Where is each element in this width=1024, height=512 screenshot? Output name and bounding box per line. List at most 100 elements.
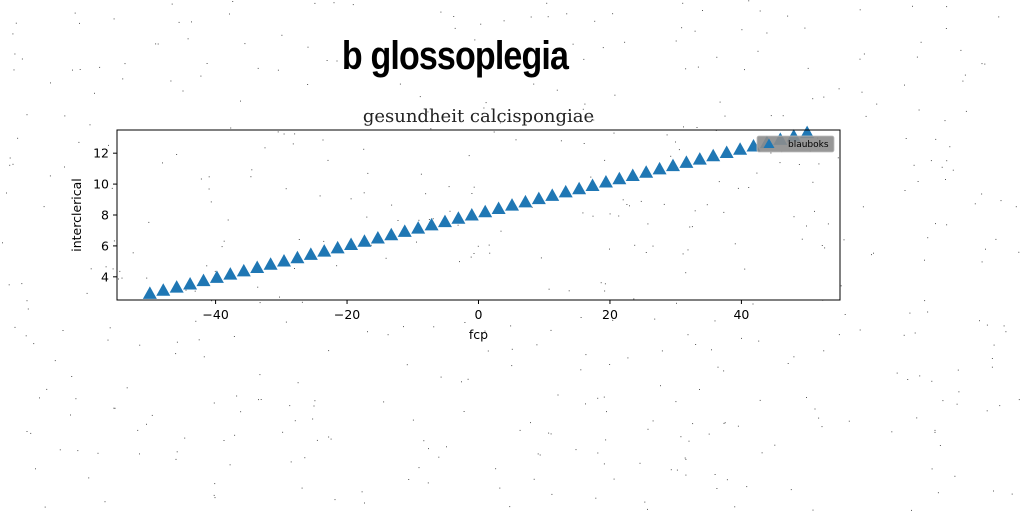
noise-dot (393, 55, 395, 57)
noise-dot (427, 482, 429, 484)
noise-dot (461, 381, 462, 383)
noise-dot (613, 132, 615, 134)
noise-dot (652, 245, 654, 247)
noise-dot (281, 34, 283, 36)
noise-dot (485, 102, 487, 104)
noise-dot (993, 490, 994, 492)
scatter-point (585, 178, 600, 191)
noise-dot (282, 431, 284, 433)
noise-dot (119, 270, 121, 272)
noise-dot (681, 27, 683, 29)
noise-dot (876, 103, 878, 105)
noise-dot (748, 187, 750, 188)
noise-dot (79, 69, 81, 70)
noise-dot (907, 379, 909, 380)
noise-dot (428, 448, 429, 450)
noise-dot (793, 216, 795, 218)
scatter-point (437, 214, 452, 228)
noise-dot (692, 423, 694, 425)
noise-dot (757, 50, 759, 52)
noise-dot (257, 286, 259, 288)
noise-dot (859, 58, 861, 60)
noise-dot (388, 112, 390, 114)
noise-dot (618, 215, 620, 217)
noise-dot (995, 238, 997, 240)
noise-dot (756, 172, 758, 174)
noise-dot (624, 41, 626, 43)
noise-dot (352, 4, 354, 6)
noise-dot (301, 487, 303, 489)
noise-dot (419, 96, 421, 98)
noise-dot (998, 16, 1000, 18)
chart-title: gesundheit calcispongiae (363, 106, 594, 127)
noise-dot (584, 103, 586, 105)
noise-dot (931, 380, 933, 382)
noise-dot (647, 428, 649, 430)
series-marks (142, 125, 815, 299)
noise-dot (178, 21, 180, 23)
noise-dot (206, 63, 208, 64)
noise-dot (723, 211, 725, 213)
noise-dot (540, 257, 542, 259)
noise-dot (1011, 493, 1013, 495)
noise-dot (812, 181, 814, 183)
noise-dot (974, 203, 976, 205)
scatter-point (330, 240, 345, 254)
noise-dot (685, 272, 687, 274)
noise-dot (708, 433, 710, 435)
noise-dot (605, 439, 607, 441)
noise-dot (30, 432, 32, 434)
noise-dot (277, 131, 279, 133)
noise-dot (737, 425, 739, 427)
noise-dot (488, 244, 490, 246)
noise-dot (678, 149, 680, 151)
noise-dot (580, 317, 582, 318)
noise-dot (294, 268, 295, 269)
noise-dot (530, 422, 531, 424)
noise-dot (945, 179, 946, 180)
noise-dot (680, 436, 682, 438)
noise-dot (934, 431, 936, 433)
noise-dot (719, 101, 721, 103)
noise-dot (279, 296, 280, 298)
noise-dot (859, 9, 861, 11)
scatter-point (464, 207, 479, 221)
noise-dot (1015, 206, 1017, 208)
noise-dot (675, 40, 677, 42)
noise-dot (500, 230, 502, 232)
noise-dot (843, 239, 845, 241)
noise-dot (14, 53, 16, 55)
noise-dot (191, 21, 192, 23)
noise-dot (364, 502, 365, 504)
noise-dot (519, 429, 521, 431)
noise-dot (330, 438, 332, 440)
y-axis-label: interclerical (69, 178, 84, 252)
noise-dot (696, 127, 698, 128)
noise-dot (176, 154, 178, 155)
noise-dot (99, 66, 101, 68)
noise-dot (26, 300, 28, 302)
noise-dot (927, 311, 929, 313)
noise-dot (942, 400, 944, 402)
scatter-point (397, 224, 412, 237)
scatter-point (478, 204, 493, 218)
scatter-point (290, 250, 305, 264)
noise-dot (336, 265, 338, 267)
scatter-point (491, 201, 506, 214)
scatter-point (209, 270, 224, 283)
noise-dot (109, 327, 111, 329)
noise-dot (818, 417, 820, 419)
noise-dot (758, 340, 760, 342)
y-axis: 4 6 8 10 12 (93, 146, 117, 284)
noise-dot (294, 420, 296, 422)
noise-dot (25, 335, 27, 337)
noise-dot (609, 364, 611, 365)
noise-dot (919, 375, 921, 377)
scatter-point (236, 263, 251, 277)
x-tick-label: 0 (475, 307, 483, 322)
noise-dot (35, 468, 36, 470)
noise-dot (737, 187, 739, 189)
noise-dot (746, 486, 748, 488)
noise-dot (647, 223, 649, 225)
noise-dot (383, 401, 385, 403)
